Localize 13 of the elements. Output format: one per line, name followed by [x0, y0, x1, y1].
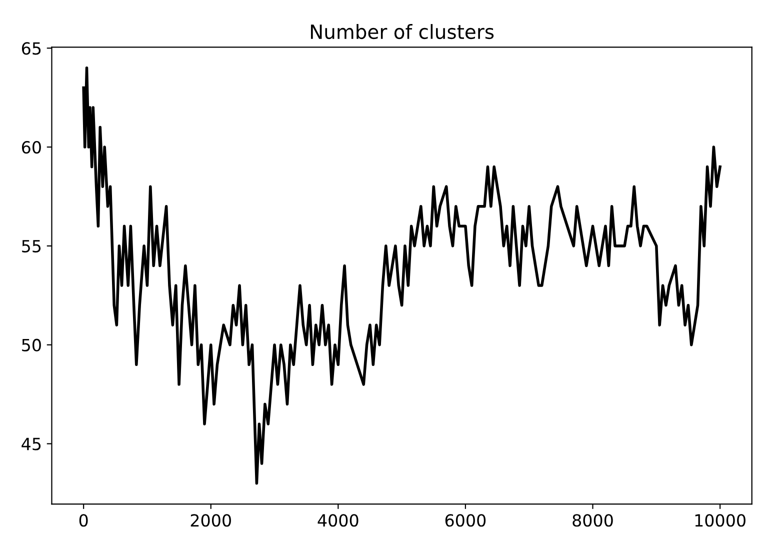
y-tick-label: 45: [22, 438, 41, 450]
x-tick-label: 6000: [445, 514, 486, 527]
y-tick-label: 50: [22, 338, 41, 352]
x-tick-label: 10000: [695, 514, 746, 527]
x-tick-label: 2000: [190, 514, 231, 527]
x-tick-label: 8000: [572, 514, 613, 527]
y-tick-label: 55: [22, 240, 41, 253]
y-tick-label: 60: [22, 141, 41, 154]
x-tick-label: 0: [79, 514, 88, 527]
y-tick-label: 65: [22, 42, 41, 55]
x-tick-label: 4000: [318, 514, 358, 527]
line-series: [82, 66, 722, 485]
chart-title: Number of clusters: [310, 24, 494, 40]
